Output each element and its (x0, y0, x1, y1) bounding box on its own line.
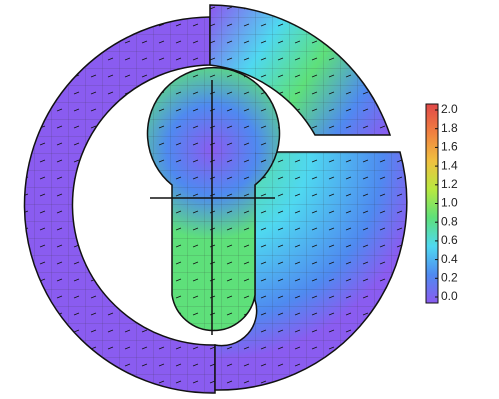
colorbar-tick-label: 0.6 (441, 233, 458, 247)
colorbar-tick-label: 1.2 (441, 177, 458, 191)
colorbar-tick-label: 1.0 (441, 196, 458, 210)
colorbar-tick-label: 1.4 (441, 158, 458, 172)
colorbar-tick-label: 0.0 (441, 289, 458, 303)
colorbar-tick-label: 0.2 (441, 270, 458, 284)
colorbar-tick-label: 1.8 (441, 121, 458, 135)
colorbar-tick-label: 2.0 (441, 102, 458, 116)
colorbar-tick-label: 0.8 (441, 214, 458, 228)
chart: 2.0 1.8 1.6 1.4 1.2 1.0 0.8 0.6 0.4 0.2 0.0 (0, 0, 499, 399)
colorbar-tick-label: 0.4 (441, 252, 458, 266)
colorbar-tick-label: 1.6 (441, 140, 458, 154)
colorbar: 2.0 1.8 1.6 1.4 1.2 1.0 0.8 0.6 0.4 0.2 0.0 (426, 102, 458, 303)
geometry (24, 5, 406, 393)
